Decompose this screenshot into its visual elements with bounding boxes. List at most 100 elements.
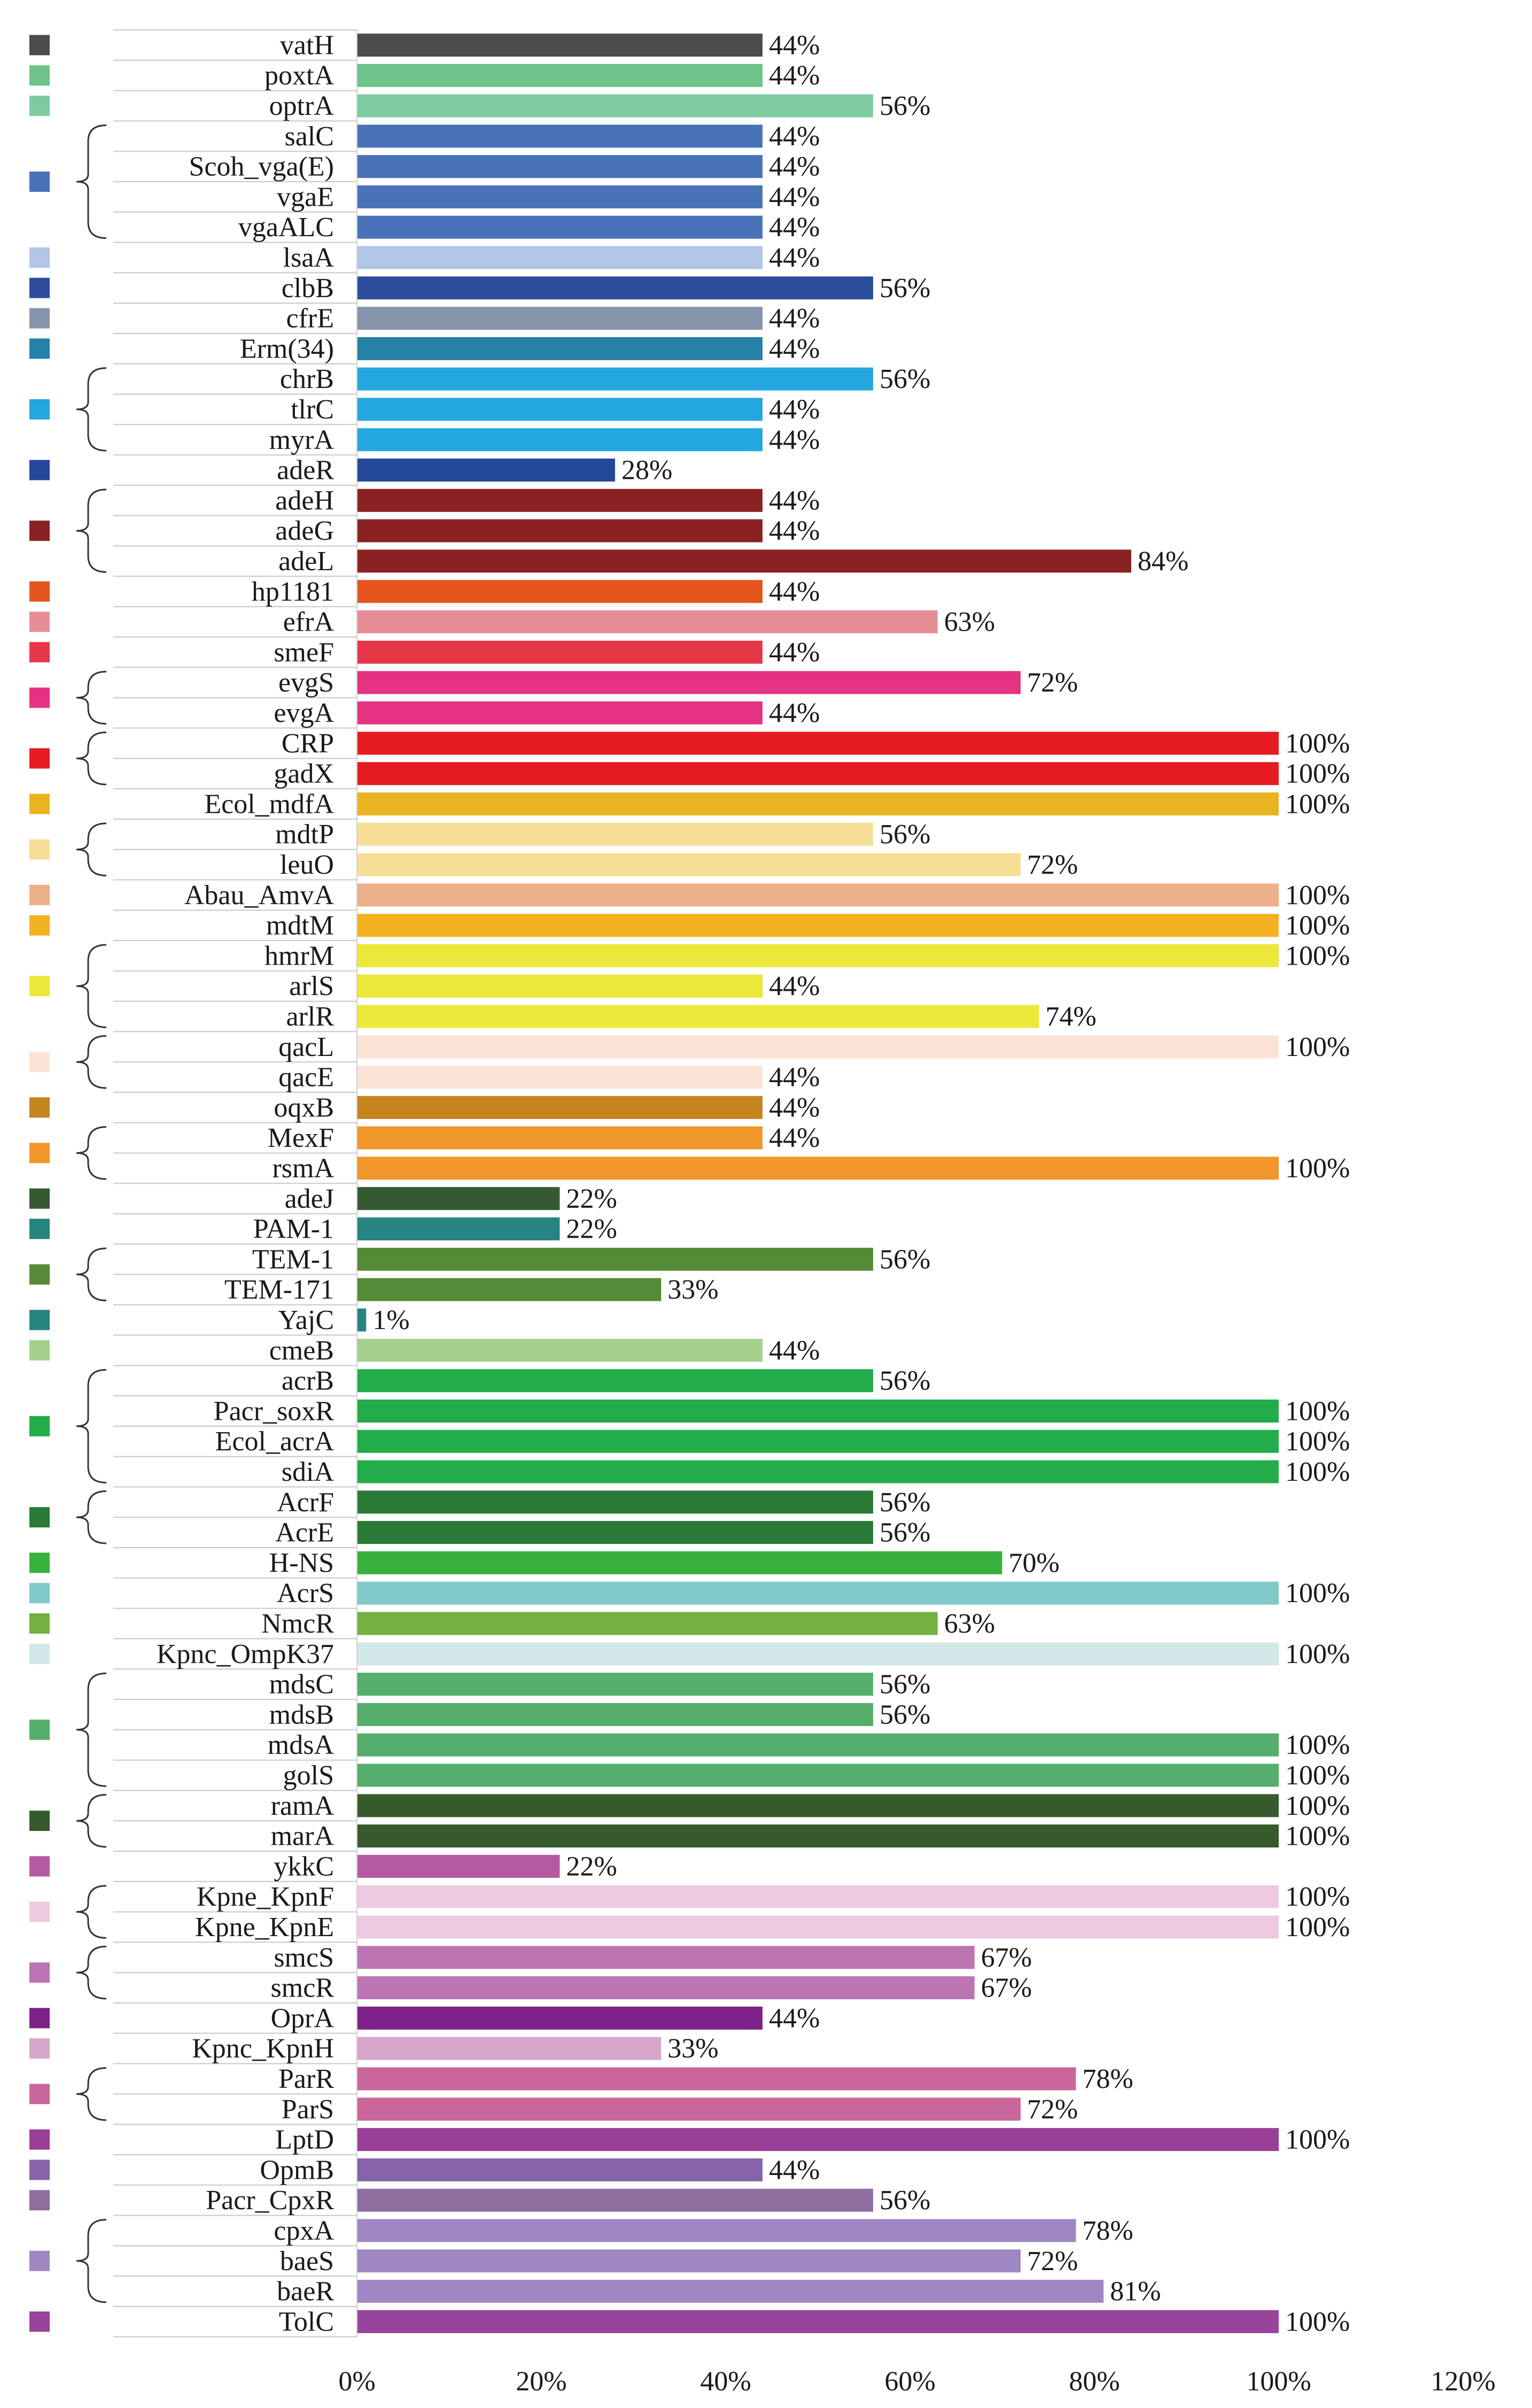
- legend-swatch: [29, 2190, 50, 2211]
- category-label: salC: [285, 121, 334, 152]
- category-label: cfrE: [286, 304, 334, 334]
- category-label: Kpne_KpnE: [195, 1912, 334, 1943]
- bar-h-ns: [357, 1551, 1002, 1574]
- category-label: TolC: [279, 2306, 334, 2337]
- bar-pacr-soxr: [357, 1399, 1279, 1423]
- category-label: poxtA: [265, 60, 334, 91]
- value-label: 44%: [769, 30, 820, 60]
- category-label: MexF: [268, 1123, 334, 1153]
- legend-swatch: [29, 1264, 50, 1285]
- value-label: 78%: [1083, 2064, 1133, 2094]
- bar-yajc: [357, 1308, 367, 1332]
- x-tick-label: 100%: [1246, 2366, 1311, 2397]
- bar-hp1181: [357, 580, 763, 603]
- x-tick-label: 60%: [884, 2366, 935, 2397]
- value-label: 56%: [880, 1487, 930, 1518]
- bar-baes: [357, 2249, 1021, 2273]
- value-label: 100%: [1285, 880, 1350, 911]
- legend-swatch: [29, 1188, 50, 1209]
- category-label: smcS: [274, 1943, 334, 1973]
- category-label: lsaA: [283, 243, 335, 273]
- value-label: 56%: [880, 1518, 930, 1548]
- value-label: 100%: [1285, 1396, 1350, 1426]
- group-brace: [76, 671, 107, 725]
- row-separators: [113, 29, 357, 2337]
- legend-swatch: [29, 1097, 50, 1118]
- bar-erm-34-: [357, 337, 763, 360]
- value-label: 100%: [1285, 941, 1350, 971]
- group-brace: [76, 1126, 107, 1180]
- value-label: 44%: [769, 485, 820, 516]
- legend-swatch: [29, 308, 50, 329]
- bar-cpxa: [357, 2219, 1076, 2242]
- value-label: 100%: [1285, 1032, 1350, 1062]
- bar-ecol-mdfa: [357, 792, 1279, 815]
- value-label: 44%: [769, 60, 820, 91]
- bar-tlrc: [357, 398, 763, 421]
- legend-swatch: [29, 2160, 50, 2180]
- value-label: 44%: [769, 394, 820, 425]
- value-label: 74%: [1046, 1001, 1096, 1032]
- value-label: 63%: [944, 607, 995, 638]
- value-label: 33%: [667, 1275, 718, 1305]
- value-label: 44%: [769, 637, 820, 667]
- category-label: efrA: [283, 607, 335, 638]
- bar-acrs: [357, 1581, 1279, 1605]
- category-label: adeL: [278, 546, 334, 577]
- category-label: AcrE: [275, 1518, 334, 1548]
- category-label: OprA: [271, 2003, 335, 2033]
- value-label: 44%: [769, 1062, 820, 1093]
- value-label: 56%: [880, 91, 930, 121]
- legend-swatch: [29, 1416, 50, 1436]
- legend-swatch: [29, 65, 50, 86]
- value-label: 56%: [880, 819, 930, 850]
- category-label: evgA: [274, 698, 334, 728]
- value-label: 44%: [769, 971, 820, 1001]
- category-label: OpmB: [260, 2155, 334, 2185]
- category-label: ParS: [282, 2094, 334, 2125]
- category-label: Kpne_KpnF: [197, 1882, 334, 1912]
- legend-swatch: [29, 1340, 50, 1361]
- legend-swatch: [29, 1719, 50, 1740]
- value-label: 56%: [880, 273, 930, 304]
- bar-rama: [357, 1794, 1279, 1817]
- bar-mdtp: [357, 822, 873, 846]
- group-brace: [76, 124, 107, 239]
- value-label: 44%: [769, 1123, 820, 1153]
- legend-swatch: [29, 247, 50, 268]
- category-label: hp1181: [252, 577, 334, 607]
- bar-ykkc: [357, 1854, 560, 1878]
- value-label: 44%: [769, 1335, 820, 1366]
- category-label: golS: [283, 1760, 334, 1791]
- bar-lsaa: [357, 246, 763, 269]
- legend-swatch: [29, 581, 50, 602]
- x-axis: 0% 20% 40% 60% 80% 100% 120%: [338, 30, 1496, 2397]
- category-label: qacE: [278, 1062, 334, 1093]
- legend-swatch: [29, 399, 50, 420]
- value-label: 100%: [1285, 789, 1350, 819]
- group-brace: [76, 1793, 107, 1848]
- category-label: adeG: [275, 516, 334, 546]
- legend-swatch: [29, 2038, 50, 2059]
- group-brace: [76, 1369, 107, 1483]
- bar-myra: [357, 428, 763, 452]
- category-label: mdtM: [266, 911, 334, 941]
- bar-lptd: [357, 2128, 1279, 2151]
- value-label: 44%: [769, 425, 820, 455]
- value-label: 100%: [1285, 1882, 1350, 1912]
- legend-swatch: [29, 338, 50, 359]
- legend-swatch: [29, 1218, 50, 1239]
- category-label: smcR: [271, 1973, 335, 2003]
- legend-swatch: [29, 1552, 50, 1573]
- legend-swatch: [29, 2129, 50, 2150]
- value-label: 22%: [566, 1214, 617, 1245]
- bar-mexf: [357, 1126, 763, 1149]
- category-labels: vatHpoxtAoptrAsalCScoh_vga(E)vgaEvgaALCl…: [157, 30, 335, 2337]
- category-label: Kpnc_KpnH: [192, 2033, 334, 2064]
- bar-abau-amva: [357, 883, 1279, 907]
- value-label: 22%: [566, 1851, 617, 1882]
- value-label: 56%: [880, 1699, 930, 1730]
- legend-swatch: [29, 1052, 50, 1073]
- value-label: 100%: [1285, 1426, 1350, 1457]
- group-brace: [76, 2219, 107, 2303]
